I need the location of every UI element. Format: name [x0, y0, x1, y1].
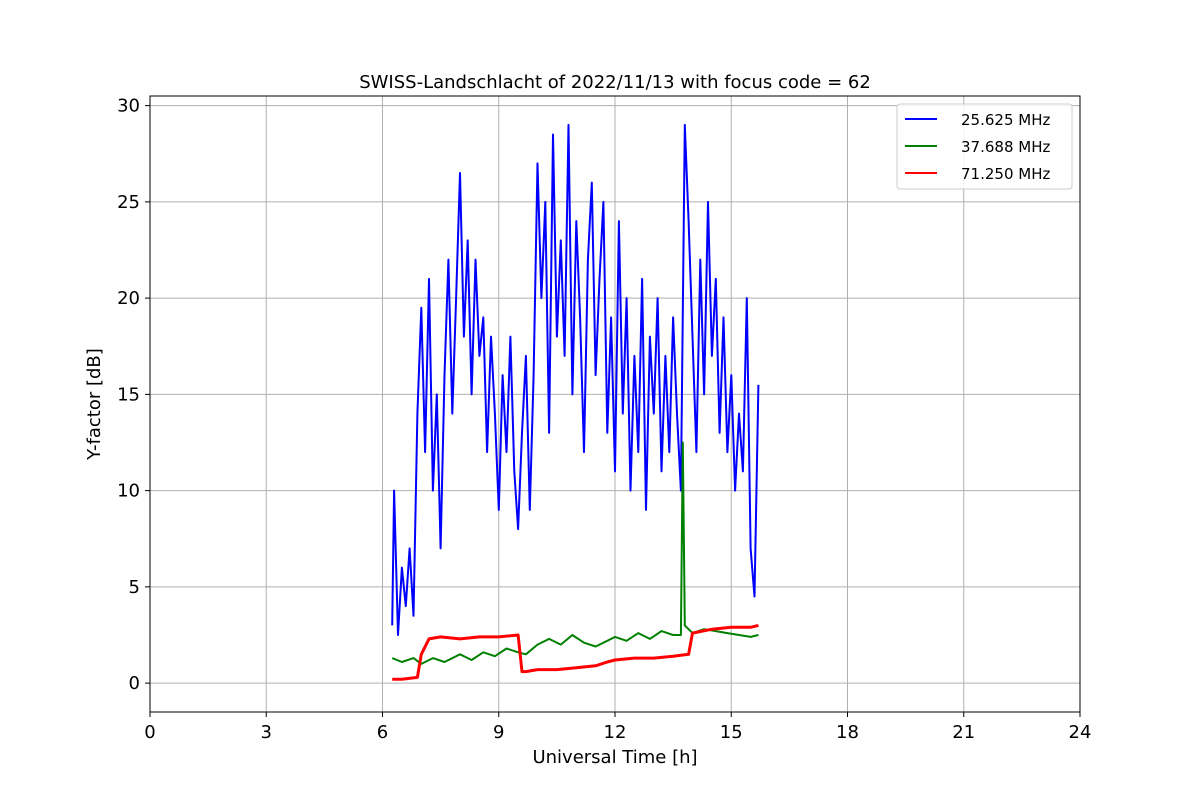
- x-tick-label: 18: [836, 722, 859, 743]
- y-tick-label: 25: [117, 192, 140, 213]
- legend: 25.625 MHz 37.688 MHz 71.250 MHz: [896, 103, 1073, 190]
- y-tick-label: 30: [117, 96, 140, 117]
- y-tick-label: 10: [117, 481, 140, 502]
- series-line-1: [391, 123, 760, 636]
- series-line-3: [392, 623, 759, 681]
- chart-title: SWISS-Landschlacht of 2022/11/13 with fo…: [359, 72, 871, 93]
- x-tick-label: 12: [604, 722, 627, 743]
- x-tick-label: 21: [952, 722, 975, 743]
- x-axis-label: Universal Time [h]: [532, 747, 697, 768]
- x-tick-label: 24: [1069, 722, 1092, 743]
- legend-label: 37.688 MHz: [961, 138, 1050, 156]
- x-tick-label: 3: [261, 722, 272, 743]
- x-tick-label: 6: [377, 722, 388, 743]
- y-axis-label: Y-factor [dB]: [84, 348, 105, 461]
- x-tick-label: 0: [144, 722, 155, 743]
- legend-box: [896, 103, 1073, 190]
- y-tick-label: 0: [129, 673, 140, 694]
- x-tick-label: 15: [720, 722, 743, 743]
- x-axis: 0 3 6 9 12 15 18 21 24: [144, 712, 1091, 743]
- series-group: [391, 123, 760, 681]
- legend-label: 25.625 MHz: [961, 111, 1050, 129]
- y-tick-label: 15: [117, 384, 140, 405]
- y-tick-label: 20: [117, 288, 140, 309]
- x-tick-label: 9: [493, 722, 504, 743]
- y-tick-label: 5: [129, 577, 140, 598]
- legend-label: 71.250 MHz: [961, 165, 1050, 183]
- y-axis: 0 5 10 15 20 25 30: [117, 96, 150, 694]
